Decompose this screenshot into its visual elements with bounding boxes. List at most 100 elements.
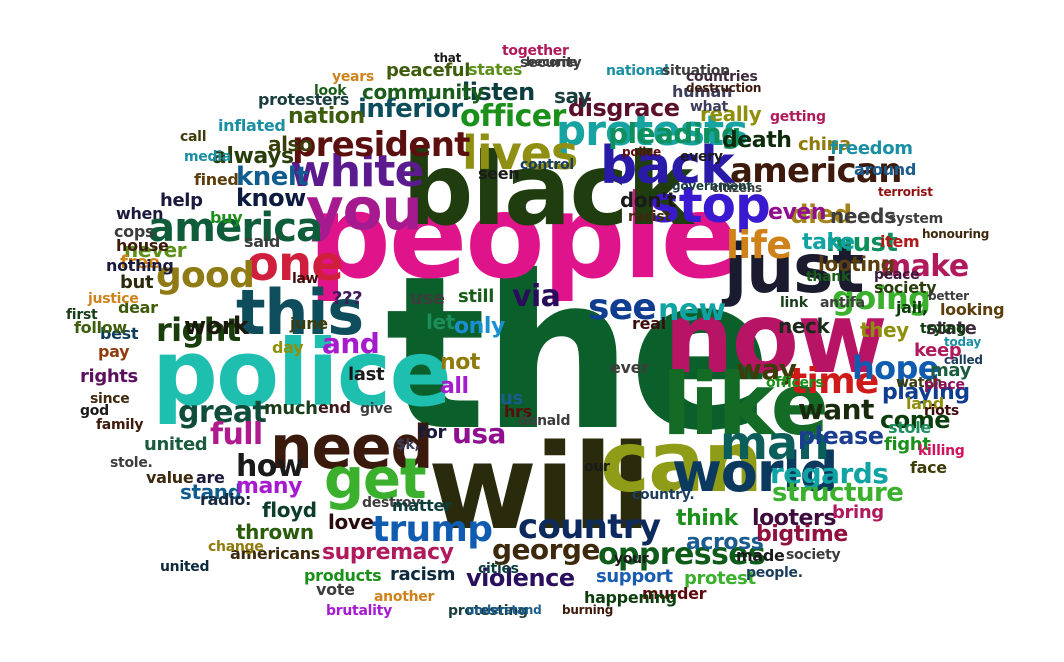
word: god [80, 403, 109, 419]
word: may [930, 360, 972, 381]
word: american [730, 151, 902, 191]
word: united [160, 559, 210, 575]
word: today [944, 335, 981, 349]
word: vote [316, 580, 355, 599]
word: hope [852, 349, 939, 387]
word: killing [918, 443, 965, 459]
word: peaceful [386, 60, 471, 81]
word: take [802, 230, 855, 255]
word: people [308, 170, 739, 305]
word: across [686, 530, 764, 555]
word: police [622, 145, 661, 159]
word: riots [924, 403, 959, 419]
word: way [736, 353, 797, 386]
word: violence [466, 564, 575, 592]
word: floyd [262, 498, 317, 522]
word: first [66, 307, 98, 323]
word: usa [452, 417, 506, 450]
word: brutality [326, 603, 392, 619]
word: keep [914, 340, 962, 361]
word: burning [562, 603, 614, 617]
word: antifa [820, 295, 865, 311]
word: countries [686, 69, 758, 85]
word: life [726, 223, 792, 267]
word: are [196, 468, 225, 487]
word: disgrace [568, 94, 680, 122]
word: ever [610, 358, 649, 377]
word: hrs [504, 402, 532, 421]
word: need [270, 413, 433, 483]
word: stole [888, 418, 931, 437]
word: community [362, 80, 484, 104]
word: can [600, 413, 763, 511]
word: last [348, 364, 385, 385]
word: now [664, 282, 888, 396]
word: right [156, 311, 241, 349]
word: destroy [362, 495, 421, 511]
word: make [880, 249, 969, 284]
word: black [402, 131, 693, 248]
word: control [520, 157, 574, 173]
word: for [418, 422, 446, 443]
word: neck [778, 314, 830, 338]
word: stand [180, 480, 242, 504]
word: donald [518, 413, 571, 429]
word: man [720, 416, 830, 470]
word: said [244, 232, 280, 251]
word: buy [210, 208, 243, 227]
word: $k, [396, 437, 420, 453]
word: going [832, 279, 931, 317]
word: happening [584, 588, 677, 607]
word: bring [832, 502, 884, 523]
word: day [272, 338, 304, 357]
word: together [502, 43, 569, 59]
word: trump [372, 509, 493, 550]
word: what [690, 99, 728, 115]
word: when [116, 204, 164, 223]
word: your [614, 551, 649, 567]
word: let [426, 310, 455, 334]
word: pay [98, 342, 130, 361]
word: never [124, 238, 187, 262]
word: us [500, 388, 523, 409]
word: support [596, 566, 673, 587]
word: good [156, 255, 255, 296]
word: americans [230, 544, 321, 563]
word: understand [466, 603, 542, 617]
word: face [910, 458, 947, 477]
word: become [526, 55, 578, 69]
word: cops [114, 222, 155, 241]
word: honouring [922, 227, 990, 241]
word: murder [642, 584, 707, 603]
word: value [146, 468, 194, 487]
word: jail, [896, 298, 928, 317]
word: rights [80, 366, 138, 387]
word: knelt [236, 162, 309, 192]
word: dear [118, 298, 158, 317]
word: nothing [106, 256, 174, 275]
word: human [672, 82, 733, 101]
word: since [90, 391, 130, 407]
word: media [184, 149, 231, 165]
word: protest [684, 568, 756, 589]
word: only [454, 314, 505, 339]
word: country. [632, 487, 695, 503]
word: government [672, 179, 752, 193]
word: family [96, 417, 144, 433]
word: via [512, 279, 561, 314]
word: june [290, 314, 328, 333]
word: racist [628, 209, 671, 225]
word: police [152, 320, 452, 427]
word: this [236, 276, 364, 349]
word: free [120, 252, 160, 273]
word: playing [882, 380, 970, 405]
word: united [144, 434, 208, 455]
word: fined [194, 170, 239, 189]
word: made [736, 546, 785, 565]
word: full [210, 417, 263, 452]
word: cities [478, 561, 519, 577]
word: better [928, 289, 969, 303]
word: item [880, 232, 920, 251]
word: protests [556, 106, 748, 155]
